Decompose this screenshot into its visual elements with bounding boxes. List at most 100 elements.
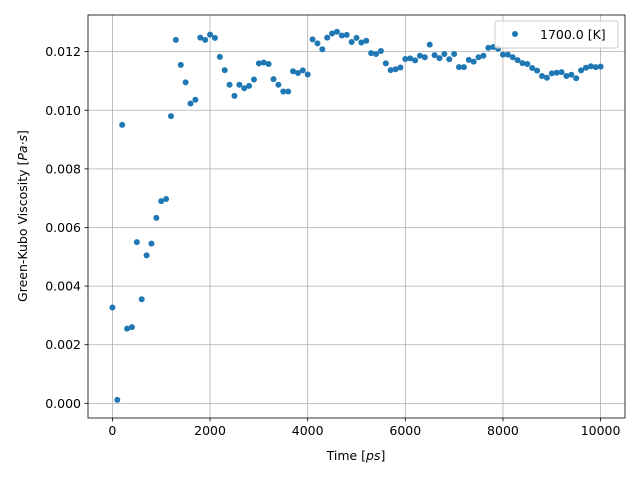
y-tick-label: 0.012 [45, 44, 81, 59]
data-point [246, 82, 253, 89]
data-point [426, 41, 433, 48]
data-point [412, 57, 419, 64]
x-tick-label: 0 [108, 423, 116, 438]
grid-lines [88, 15, 625, 418]
data-point [416, 52, 423, 59]
data-point [133, 239, 140, 246]
data-point [314, 40, 321, 47]
data-point [172, 36, 179, 43]
data-point [299, 67, 306, 74]
data-point [563, 72, 570, 79]
data-point [509, 54, 516, 61]
data-point [167, 113, 174, 120]
data-point [539, 72, 546, 79]
data-point [148, 240, 155, 247]
x-tick-label: 10000 [581, 423, 621, 438]
data-point [138, 296, 145, 303]
y-axis-label: Green-Kubo Viscosity [Pa·s] [15, 130, 30, 302]
data-point [578, 67, 585, 74]
data-point [309, 36, 316, 43]
data-point [470, 58, 477, 65]
data-point [465, 56, 472, 63]
legend-box [494, 20, 619, 49]
data-point [319, 46, 326, 53]
data-point [514, 57, 521, 64]
data-point [524, 60, 531, 67]
data-point [568, 71, 575, 78]
x-tick-label: 6000 [389, 423, 421, 438]
data-point [363, 37, 370, 44]
data-point [421, 54, 428, 61]
data-point [241, 85, 248, 92]
data-point [285, 88, 292, 95]
data-point [255, 60, 262, 67]
x-tick-label: 4000 [292, 423, 324, 438]
y-axis-ticks: 0.000 0.002 0.004 0.006 0.008 0.010 0.012 [45, 44, 88, 411]
data-point [382, 60, 389, 67]
data-point [329, 30, 336, 37]
data-point [187, 100, 194, 107]
data-point [485, 44, 492, 51]
legend: 1700.0 [K] [494, 20, 619, 49]
data-point [358, 39, 365, 46]
data-point [192, 96, 199, 103]
data-point [128, 324, 135, 331]
data-point [348, 38, 355, 45]
plot-frame [87, 14, 626, 419]
data-point [207, 31, 214, 38]
data-point [397, 64, 404, 71]
scatter-points [109, 28, 604, 403]
data-point [177, 61, 184, 68]
data-point [294, 70, 301, 77]
data-point [456, 64, 463, 71]
data-point [499, 51, 506, 58]
data-point [377, 48, 384, 55]
legend-label: 1700.0 [K] [540, 27, 606, 42]
data-point [114, 396, 121, 403]
x-tick-label: 2000 [194, 423, 226, 438]
data-point [324, 34, 331, 41]
data-point [402, 55, 409, 62]
data-point [451, 50, 458, 57]
data-point [407, 55, 414, 62]
y-tick-label: 0.004 [45, 279, 81, 294]
data-point [250, 76, 257, 83]
data-point [504, 51, 511, 58]
data-point [119, 121, 126, 128]
data-point [333, 28, 340, 35]
data-point [153, 214, 160, 221]
data-point [353, 34, 360, 41]
data-point [290, 68, 297, 75]
data-point [182, 79, 189, 86]
y-tick-label: 0.006 [45, 220, 81, 235]
x-axis-ticks: 0 2000 4000 6000 8000 10000 [108, 418, 621, 438]
data-point [460, 64, 467, 71]
y-axis-label-unit: Pa·s [15, 134, 30, 160]
data-point [446, 56, 453, 63]
data-point [587, 63, 594, 70]
data-point [534, 67, 541, 74]
data-point [280, 88, 287, 95]
data-point [441, 50, 448, 57]
data-point [221, 67, 228, 74]
y-tick-label: 0.008 [45, 161, 81, 176]
data-point [373, 50, 380, 57]
data-point [436, 55, 443, 62]
data-point [475, 54, 482, 61]
y-tick-label: 0.000 [45, 396, 81, 411]
data-point [226, 81, 233, 88]
y-tick-label: 0.002 [45, 337, 81, 352]
data-point [163, 196, 170, 203]
data-point [265, 60, 272, 67]
data-point [548, 70, 555, 77]
x-axis-label: Time [ps] [326, 448, 386, 463]
x-tick-label: 8000 [487, 423, 519, 438]
data-point [343, 31, 350, 38]
data-point [573, 75, 580, 82]
data-point [529, 65, 536, 72]
data-point [270, 76, 277, 83]
data-point [143, 252, 150, 259]
x-axis-label-main: Time [326, 448, 358, 463]
